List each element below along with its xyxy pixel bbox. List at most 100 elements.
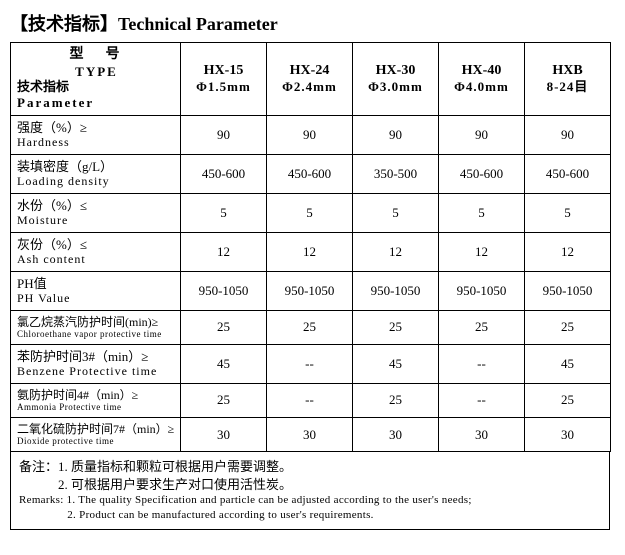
col-head-l1: HX-40 [443,63,520,80]
cell-value: 5 [439,193,525,232]
row-label-en: PH Value [17,291,176,305]
table-row: 水份（%）≤Moisture55555 [11,193,611,232]
cell-value: -- [439,383,525,417]
col-head: HXB8-24目 [525,43,611,116]
col-head-l1: HXB [529,63,606,80]
remarks-en-2: 2. Product can be manufactured according… [19,508,601,523]
cell-value: 12 [439,232,525,271]
cell-value: -- [267,383,353,417]
table-row: 氨防护时间4#（min）≥Ammonia Protective time25--… [11,383,611,417]
cell-value: 90 [439,115,525,154]
cell-value: 25 [353,310,439,344]
cell-value: 5 [181,193,267,232]
row-label-cn: 苯防护时间3#（min）≥ [17,349,176,365]
cell-value: 25 [181,310,267,344]
col-head-l1: HX-24 [271,63,348,80]
cell-value: 25 [439,310,525,344]
col-head-l1: HX-15 [185,63,262,80]
header-corner-en-bottom: Parameter [17,95,176,111]
table-row: 强度（%）≥Hardness9090909090 [11,115,611,154]
cell-value: 12 [353,232,439,271]
cell-value: 450-600 [267,154,353,193]
row-label: 强度（%）≥Hardness [11,115,181,154]
cell-value: 30 [267,417,353,451]
cell-value: 5 [267,193,353,232]
remarks-cn-2: 2. 可根据用户要求生产对口使用活性炭。 [19,476,601,494]
table-header-row: 型 号 TYPE 技术指标 Parameter HX-15Φ1.5mm HX-2… [11,43,611,116]
row-label-cn: 灰份（%）≤ [17,237,176,253]
page-title: 【技术指标】Technical Parameter [10,10,615,36]
row-label-en: Hardness [17,135,176,149]
row-label: PH值PH Value [11,271,181,310]
col-head-l1: HX-30 [357,63,434,80]
cell-value: 30 [439,417,525,451]
cell-value: 25 [181,383,267,417]
cell-value: 450-600 [181,154,267,193]
row-label-cn: 强度（%）≥ [17,120,176,136]
row-label-en: Dioxide protective time [17,436,176,447]
cell-value: 450-600 [525,154,611,193]
cell-value: 25 [267,310,353,344]
table-row: 二氧化硫防护时间7#（min）≥Dioxide protective time3… [11,417,611,451]
row-label-cn: 氯乙烷蒸汽防护时间(min)≥ [17,315,176,329]
row-label-en: Ash content [17,252,176,266]
cell-value: 950-1050 [267,271,353,310]
spec-table: 型 号 TYPE 技术指标 Parameter HX-15Φ1.5mm HX-2… [10,42,611,452]
row-label-en: Benzene Protective time [17,364,176,378]
cell-value: 45 [353,344,439,383]
table-row: 装填密度（g/L）Loading density450-600450-60035… [11,154,611,193]
cell-value: 30 [525,417,611,451]
remarks-cn-1: 备注：1. 质量指标和颗粒可根据用户需要调整。 [19,458,601,476]
header-corner: 型 号 TYPE 技术指标 Parameter [11,43,181,116]
cell-value: 950-1050 [353,271,439,310]
row-label: 二氧化硫防护时间7#（min）≥Dioxide protective time [11,417,181,451]
cell-value: -- [267,344,353,383]
row-label-cn: 水份（%）≤ [17,198,176,214]
cell-value: 950-1050 [439,271,525,310]
cell-value: 12 [267,232,353,271]
col-head-l2: Φ4.0mm [443,79,520,95]
cell-value: -- [439,344,525,383]
remarks-box: 备注：1. 质量指标和颗粒可根据用户需要调整。 2. 可根据用户要求生产对口使用… [10,452,610,530]
cell-value: 12 [181,232,267,271]
row-label: 氨防护时间4#（min）≥Ammonia Protective time [11,383,181,417]
cell-value: 12 [525,232,611,271]
cell-value: 45 [181,344,267,383]
cell-value: 5 [525,193,611,232]
header-corner-cn-bottom: 技术指标 [17,79,176,95]
cell-value: 5 [353,193,439,232]
header-corner-cn-top: 型 号 [17,47,176,64]
cell-value: 450-600 [439,154,525,193]
cell-value: 25 [353,383,439,417]
cell-value: 90 [353,115,439,154]
table-row: 苯防护时间3#（min）≥Benzene Protective time45--… [11,344,611,383]
table-row: 氯乙烷蒸汽防护时间(min)≥Chloroethane vapor protec… [11,310,611,344]
row-label: 苯防护时间3#（min）≥Benzene Protective time [11,344,181,383]
table-row: 灰份（%）≤Ash content1212121212 [11,232,611,271]
row-label-en: Chloroethane vapor protective time [17,329,176,340]
col-head: HX-24Φ2.4mm [267,43,353,116]
cell-value: 90 [181,115,267,154]
row-label: 氯乙烷蒸汽防护时间(min)≥Chloroethane vapor protec… [11,310,181,344]
row-label: 水份（%）≤Moisture [11,193,181,232]
col-head: HX-40Φ4.0mm [439,43,525,116]
cell-value: 950-1050 [525,271,611,310]
cell-value: 30 [181,417,267,451]
table-row: PH值PH Value950-1050950-1050950-1050950-1… [11,271,611,310]
cell-value: 950-1050 [181,271,267,310]
row-label-en: Ammonia Protective time [17,402,176,413]
row-label-en: Moisture [17,213,176,227]
cell-value: 350-500 [353,154,439,193]
row-label: 灰份（%）≤Ash content [11,232,181,271]
row-label: 装填密度（g/L）Loading density [11,154,181,193]
row-label-cn: 氨防护时间4#（min）≥ [17,388,176,402]
header-corner-en-top: TYPE [17,64,176,80]
row-label-cn: 装填密度（g/L） [17,159,176,175]
cell-value: 25 [525,310,611,344]
row-label-en: Loading density [17,174,176,188]
col-head-l2: Φ3.0mm [357,79,434,95]
cell-value: 25 [525,383,611,417]
remarks-en-1: Remarks: 1. The quality Specification an… [19,493,601,508]
row-label-cn: 二氧化硫防护时间7#（min）≥ [17,422,176,436]
row-label-cn: PH值 [17,276,176,292]
